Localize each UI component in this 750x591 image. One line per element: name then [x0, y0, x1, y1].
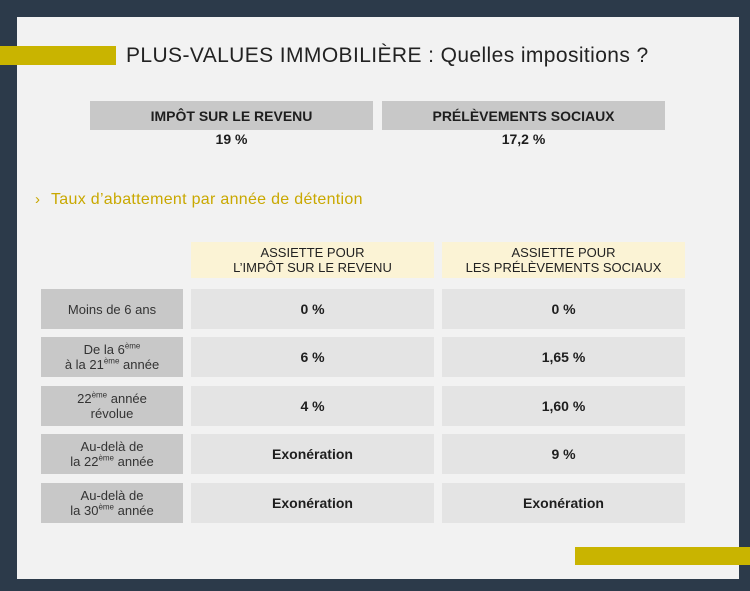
- column-header-social: ASSIETTE POUR LES PRÉLÈVEMENTS SOCIAUX: [442, 242, 685, 278]
- cell-social-levies: 1,65 %: [442, 337, 685, 377]
- section-title: › Taux d’abattement par année de détentio…: [35, 191, 363, 209]
- cell-income-tax: Exonération: [191, 434, 434, 474]
- chevron-right-icon: ›: [35, 191, 41, 208]
- cell-income-tax: 0 %: [191, 289, 434, 329]
- column-header-income: ASSIETTE POUR L’IMPÔT SUR LE REVENU: [191, 242, 434, 278]
- row-label-line: à la 21ème année: [64, 356, 160, 372]
- column-header-line: ASSIETTE POUR: [260, 245, 365, 260]
- accent-bar-right: [575, 547, 750, 565]
- tax-value-income: 19 %: [215, 131, 248, 147]
- cell-social-levies: Exonération: [442, 483, 685, 523]
- column-header-line: LES PRÉLÈVEMENTS SOCIAUX: [465, 260, 662, 275]
- column-header-line: L’IMPÔT SUR LE REVENU: [233, 260, 392, 275]
- column-header-line: ASSIETTE POUR: [511, 245, 616, 260]
- row-label: De la 6ème à la 21ème année: [41, 337, 183, 377]
- cell-social-levies: 1,60 %: [442, 386, 685, 426]
- row-label-line: Moins de 6 ans: [67, 301, 157, 317]
- row-label: 22ème année révolue: [41, 386, 183, 426]
- row-label: Au-delà de la 22ème année: [41, 434, 183, 474]
- row-label: Au-delà de la 30ème année: [41, 483, 183, 523]
- row-label-line: Au-delà de: [80, 488, 144, 503]
- row-label-line: 22ème année: [77, 390, 147, 406]
- cell-social-levies: 0 %: [442, 289, 685, 329]
- accent-bar-left: [0, 46, 116, 65]
- row-label-line: révolue: [90, 406, 134, 421]
- row-label-line: Au-delà de: [80, 439, 144, 454]
- section-title-text: Taux d’abattement par année de détention: [51, 191, 363, 208]
- cell-social-levies: 9 %: [442, 434, 685, 474]
- row-label-line: De la 6ème: [83, 341, 141, 357]
- cell-income-tax: Exonération: [191, 483, 434, 523]
- tax-header-social: PRÉLÈVEMENTS SOCIAUX: [382, 101, 665, 130]
- row-label-line: la 22ème année: [70, 453, 154, 469]
- page-title: PLUS-VALUES IMMOBILIÈRE : Quelles imposi…: [126, 44, 649, 67]
- row-label: Moins de 6 ans: [41, 289, 183, 329]
- tax-value-social: 17,2 %: [501, 131, 546, 147]
- cell-income-tax: 4 %: [191, 386, 434, 426]
- row-label-line: la 30ème année: [70, 502, 154, 518]
- tax-header-income: IMPÔT SUR LE REVENU: [90, 101, 373, 130]
- cell-income-tax: 6 %: [191, 337, 434, 377]
